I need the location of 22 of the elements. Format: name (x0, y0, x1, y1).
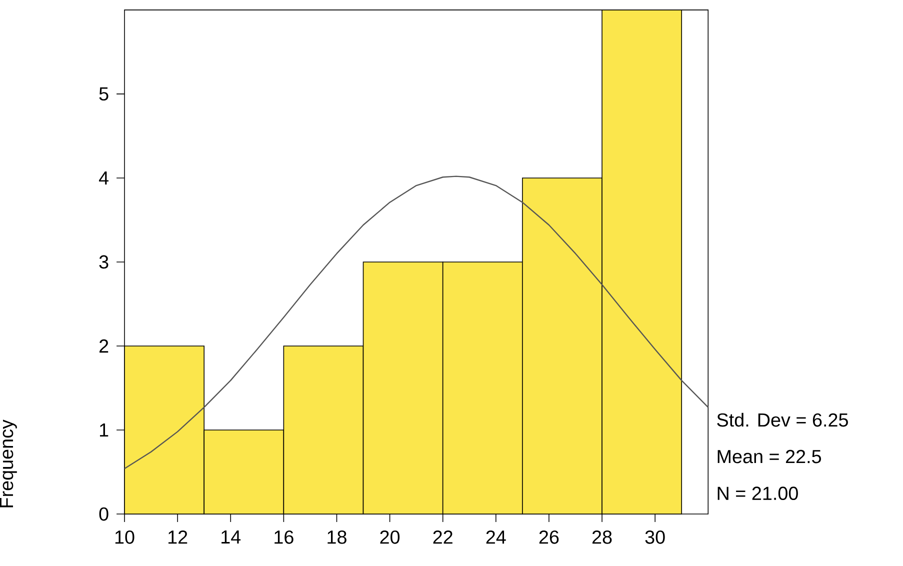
x-tick-label: 16 (274, 530, 294, 544)
x-tick-label: 24 (486, 530, 506, 544)
x-tick-label: 14 (222, 530, 241, 544)
y-tick-label: 0 (99, 507, 108, 521)
text: N = 21.00 (718, 486, 798, 500)
x-tick-label: 22 (433, 530, 452, 544)
y-tick-label: 2 (100, 340, 108, 353)
x-tick-label: 20 (380, 530, 400, 544)
y-tick-label: 5 (99, 88, 108, 101)
text: Std. Dev = 6.25 (717, 412, 848, 427)
y-tick-label: 4 (98, 172, 109, 185)
line-series (124, 176, 709, 470)
x-tick-label: 26 (539, 530, 559, 544)
y-tick-label: 3 (99, 255, 108, 269)
x-tick-label: 18 (328, 530, 346, 544)
x-tick-label: 10 (115, 530, 134, 544)
x-tick-label: 28 (592, 530, 612, 544)
text: Mean = 22.5 (718, 450, 821, 464)
x-tick-label: 12 (168, 530, 188, 544)
y-tick-label: 1 (100, 424, 108, 437)
x-tick-label: 30 (645, 530, 665, 544)
y-axis-title: Frequency (0, 420, 17, 508)
